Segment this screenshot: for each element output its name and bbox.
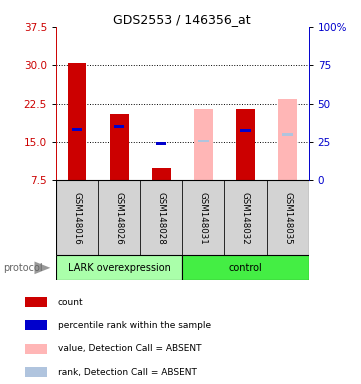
Text: control: control <box>229 263 262 273</box>
Bar <box>282 133 293 136</box>
Polygon shape <box>35 262 50 274</box>
Title: GDS2553 / 146356_at: GDS2553 / 146356_at <box>113 13 251 26</box>
Bar <box>56 180 98 255</box>
Text: GSM148016: GSM148016 <box>73 192 82 244</box>
Bar <box>266 180 309 255</box>
Bar <box>25 344 47 354</box>
Text: GSM148031: GSM148031 <box>199 192 208 244</box>
Bar <box>68 63 87 180</box>
Bar <box>56 255 182 280</box>
Bar <box>225 180 266 255</box>
Bar <box>140 180 182 255</box>
Bar <box>156 142 166 145</box>
Bar <box>278 99 297 180</box>
Bar <box>198 140 209 142</box>
Text: rank, Detection Call = ABSENT: rank, Detection Call = ABSENT <box>58 367 197 377</box>
Bar <box>114 125 124 128</box>
Bar <box>98 180 140 255</box>
Bar <box>152 168 171 180</box>
Text: value, Detection Call = ABSENT: value, Detection Call = ABSENT <box>58 344 201 353</box>
Bar <box>182 255 309 280</box>
Text: LARK overexpression: LARK overexpression <box>68 263 170 273</box>
Text: percentile rank within the sample: percentile rank within the sample <box>58 321 211 330</box>
Bar <box>25 320 47 330</box>
Text: GSM148026: GSM148026 <box>115 192 123 244</box>
Bar <box>72 128 82 131</box>
Bar <box>194 109 213 180</box>
Bar <box>240 129 251 132</box>
Bar <box>25 297 47 307</box>
Bar <box>236 109 255 180</box>
Text: GSM148035: GSM148035 <box>283 192 292 244</box>
Text: GSM148028: GSM148028 <box>157 192 166 244</box>
Text: count: count <box>58 298 83 307</box>
Bar <box>182 180 225 255</box>
Text: GSM148032: GSM148032 <box>241 192 250 244</box>
Bar <box>110 114 129 180</box>
Bar <box>25 367 47 377</box>
Text: protocol: protocol <box>4 263 43 273</box>
